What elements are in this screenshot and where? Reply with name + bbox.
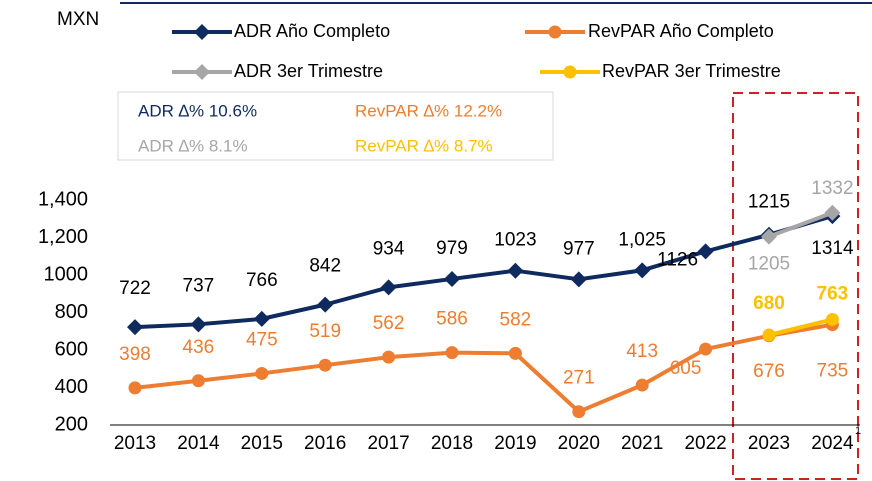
x-tick-label: 2024 xyxy=(811,433,854,454)
series-line xyxy=(134,214,833,330)
y-tick-label: 1000 xyxy=(44,263,89,285)
point xyxy=(570,271,587,288)
point xyxy=(508,346,522,360)
legend-label: ADR Año Completo xyxy=(234,21,390,41)
data-label: 934 xyxy=(373,238,405,259)
x-tick-label: 2021 xyxy=(621,433,663,454)
point xyxy=(317,296,334,313)
point xyxy=(762,328,776,342)
legend-marker xyxy=(194,64,210,80)
legend-marker xyxy=(563,65,577,79)
delta-box xyxy=(117,91,554,161)
data-label: 763 xyxy=(817,283,849,304)
point xyxy=(824,204,841,221)
annotation: RevPAR ∆% 12.2% xyxy=(355,101,502,120)
point xyxy=(697,243,714,260)
data-label: 586 xyxy=(436,309,468,330)
x-tick-label: 2020 xyxy=(558,433,600,454)
point xyxy=(761,228,777,245)
data-label: 1215 xyxy=(748,192,790,213)
legend-marker xyxy=(548,25,562,39)
data-label: 722 xyxy=(119,278,151,299)
data-label: 271 xyxy=(563,368,595,389)
data-label: 436 xyxy=(183,337,215,358)
data-label: 605 xyxy=(670,358,702,379)
y-tick-label: 1,200 xyxy=(38,226,88,248)
data-label: 413 xyxy=(626,341,658,362)
annotation: RevPAR ∆% 8.7% xyxy=(355,136,493,155)
point xyxy=(382,350,396,364)
data-label: 842 xyxy=(309,256,341,277)
series-line xyxy=(134,322,833,414)
data-label: 680 xyxy=(753,293,785,314)
point xyxy=(255,366,269,380)
x-tick-label: 2013 xyxy=(114,433,156,454)
y-tick-label: 800 xyxy=(55,301,88,323)
point xyxy=(444,270,460,287)
footnote: 1 xyxy=(855,425,861,437)
point xyxy=(572,405,586,419)
y-axis-label: MXN xyxy=(57,9,99,30)
y-tick-label: 600 xyxy=(55,338,88,360)
point xyxy=(635,378,649,392)
data-label: 737 xyxy=(183,275,215,296)
series-line xyxy=(768,210,834,239)
y-tick-label: 200 xyxy=(55,413,88,435)
x-tick-label: 2015 xyxy=(241,433,283,454)
data-label: 977 xyxy=(563,238,595,259)
annotation: ADR ∆% 10.6% xyxy=(138,101,257,120)
point xyxy=(128,381,142,395)
point xyxy=(318,358,332,372)
data-label: 562 xyxy=(373,313,405,334)
point xyxy=(380,279,397,296)
legend-marker xyxy=(194,24,210,40)
data-label: 766 xyxy=(246,270,278,291)
x-tick-label: 2023 xyxy=(748,433,790,454)
data-label: 1205 xyxy=(748,254,790,275)
legend-label: RevPAR 3er Trimestre xyxy=(602,61,781,81)
data-label: 1,025 xyxy=(618,229,666,250)
point xyxy=(699,342,713,356)
x-tick-label: 2016 xyxy=(304,433,346,454)
x-tick-label: 2022 xyxy=(684,433,726,454)
x-tick-label: 2014 xyxy=(177,433,220,454)
y-tick-label: 400 xyxy=(55,376,88,398)
data-label: 1332 xyxy=(811,178,853,199)
legend-label: RevPAR Año Completo xyxy=(588,21,774,41)
x-tick-label: 2019 xyxy=(494,433,536,454)
data-label: 979 xyxy=(436,238,468,259)
data-label: 519 xyxy=(309,321,341,342)
data-label: 1023 xyxy=(494,230,536,251)
data-label: 735 xyxy=(817,361,849,382)
data-label: 582 xyxy=(500,309,532,330)
point xyxy=(634,262,651,279)
point xyxy=(445,346,459,360)
data-label: 398 xyxy=(119,344,151,365)
y-tick-label: 1,400 xyxy=(38,188,88,210)
legend-label: ADR 3er Trimestre xyxy=(234,61,383,81)
point xyxy=(191,374,205,388)
x-tick-label: 2017 xyxy=(367,433,409,454)
point xyxy=(127,319,143,336)
annotation: ADR ∆% 8.1% xyxy=(138,136,248,155)
data-label: 1126 xyxy=(657,249,698,270)
point xyxy=(825,312,839,326)
x-tick-label: 2018 xyxy=(431,433,473,454)
point xyxy=(253,310,270,327)
point xyxy=(190,316,207,333)
point xyxy=(507,262,524,279)
data-label: 475 xyxy=(246,329,278,350)
data-label: 676 xyxy=(753,361,785,382)
data-label: 1314 xyxy=(811,238,854,259)
series-line xyxy=(768,317,833,337)
